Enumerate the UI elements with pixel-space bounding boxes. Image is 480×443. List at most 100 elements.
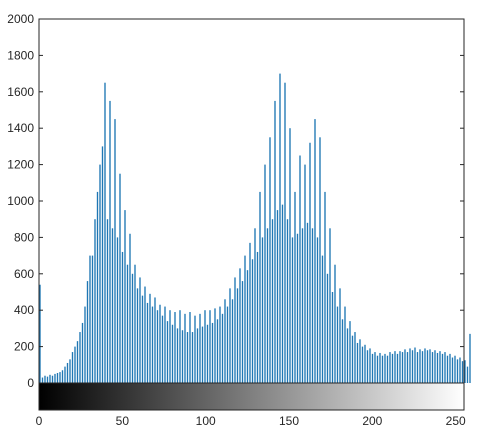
x-tick-label: 100	[196, 414, 216, 428]
histogram-bar	[399, 351, 401, 383]
x-tick-label: 150	[279, 414, 299, 428]
histogram-bar	[201, 326, 204, 383]
histogram-bar	[249, 242, 251, 383]
histogram-bar	[51, 375, 54, 383]
histogram-bar	[191, 332, 194, 383]
y-tick-label: 1000	[7, 194, 34, 208]
histogram-bar	[181, 330, 184, 383]
histogram-bar	[226, 306, 229, 383]
histogram-bar	[319, 137, 321, 383]
histogram-bar	[464, 360, 466, 383]
histogram-bar	[454, 355, 456, 383]
histogram-bar	[44, 375, 46, 383]
histogram-bar	[89, 255, 91, 383]
histogram-bar	[314, 119, 316, 383]
histogram-bar	[469, 333, 471, 383]
histogram-bar	[261, 237, 264, 383]
histogram-bar	[134, 264, 136, 383]
histogram-bar	[41, 377, 44, 383]
histogram-bar	[76, 341, 79, 383]
histogram-bar	[386, 355, 389, 383]
histogram-bar	[239, 268, 241, 383]
histogram-bar	[446, 355, 449, 383]
y-axis: 0 200 400 600 800 1000 1200 1400 1600 1800 2000	[7, 12, 464, 390]
histogram-bar	[166, 321, 169, 383]
histogram-bar	[56, 372, 59, 383]
histogram-bar	[286, 219, 289, 383]
histogram-bar	[306, 222, 309, 383]
histogram-bar	[211, 322, 214, 383]
histogram-bar	[276, 210, 279, 383]
histogram-bar	[269, 137, 271, 383]
histogram-bar	[171, 324, 174, 383]
histogram-bar	[329, 228, 331, 383]
histogram-bar	[129, 233, 131, 383]
histogram-bar	[316, 237, 319, 383]
y-tick-label: 600	[14, 267, 34, 281]
x-tick-label: 200	[362, 414, 382, 428]
histogram-bar	[224, 299, 226, 383]
histogram-bar	[281, 204, 284, 383]
histogram-bar	[406, 352, 409, 383]
histogram-bar	[384, 353, 386, 383]
histogram-bar	[396, 353, 399, 383]
y-tick-label: 200	[14, 340, 34, 354]
histogram-bar	[351, 335, 354, 383]
histogram-bar	[131, 273, 134, 383]
x-tick-label: 50	[116, 414, 130, 428]
histogram-bar	[116, 237, 119, 383]
histogram-bar	[124, 210, 126, 383]
histogram-bar	[74, 346, 76, 383]
histogram-bar	[54, 373, 56, 383]
histogram-bar	[251, 259, 254, 383]
histogram-bar	[264, 164, 266, 383]
histogram-bar	[66, 362, 69, 383]
histogram-bar	[59, 372, 61, 383]
histogram-bar	[301, 228, 304, 383]
y-tick-label: 1400	[7, 121, 34, 135]
histogram-bar	[209, 310, 211, 383]
histogram-bar	[401, 352, 404, 383]
histogram-bar	[94, 219, 96, 383]
histogram-bar	[234, 277, 236, 383]
histogram-bar	[266, 228, 269, 383]
histogram-bar	[364, 344, 366, 383]
histogram-bar	[216, 319, 219, 383]
histogram-bar	[419, 349, 421, 383]
histogram-bar	[64, 366, 66, 383]
histogram-bar	[394, 351, 396, 383]
histogram-bar	[341, 319, 344, 383]
histogram-bar	[331, 292, 334, 383]
histogram-bar	[179, 310, 181, 383]
histogram-bar	[289, 128, 291, 383]
histogram-bar	[439, 351, 441, 383]
histogram-bar	[96, 191, 99, 383]
histogram-bar	[294, 191, 296, 383]
histogram-bar	[466, 366, 469, 383]
histogram-bar	[119, 173, 121, 383]
histogram-bar	[271, 219, 274, 383]
y-tick-label: 800	[14, 230, 34, 244]
histogram-bar	[366, 350, 369, 383]
histogram-bar	[424, 348, 426, 383]
y-tick-label: 2000	[7, 12, 34, 26]
y-tick-label: 400	[14, 303, 34, 317]
histogram-bar	[411, 350, 414, 383]
histogram-bar	[106, 219, 109, 383]
histogram-bar	[361, 346, 364, 383]
histogram-bar	[461, 361, 464, 383]
histogram-bar	[244, 255, 246, 383]
histogram-bar	[444, 352, 446, 383]
histogram-bar	[189, 312, 191, 383]
histogram-bar	[241, 281, 244, 383]
histogram-bar	[369, 348, 371, 383]
histogram-bar	[291, 237, 294, 383]
histogram-bar	[441, 353, 444, 383]
histogram-bar	[304, 164, 306, 383]
histogram-bar	[299, 155, 301, 383]
histogram-bar	[371, 353, 374, 383]
histogram-bar	[161, 315, 164, 383]
histogram-bar	[156, 310, 159, 383]
histogram-bar	[339, 288, 341, 383]
